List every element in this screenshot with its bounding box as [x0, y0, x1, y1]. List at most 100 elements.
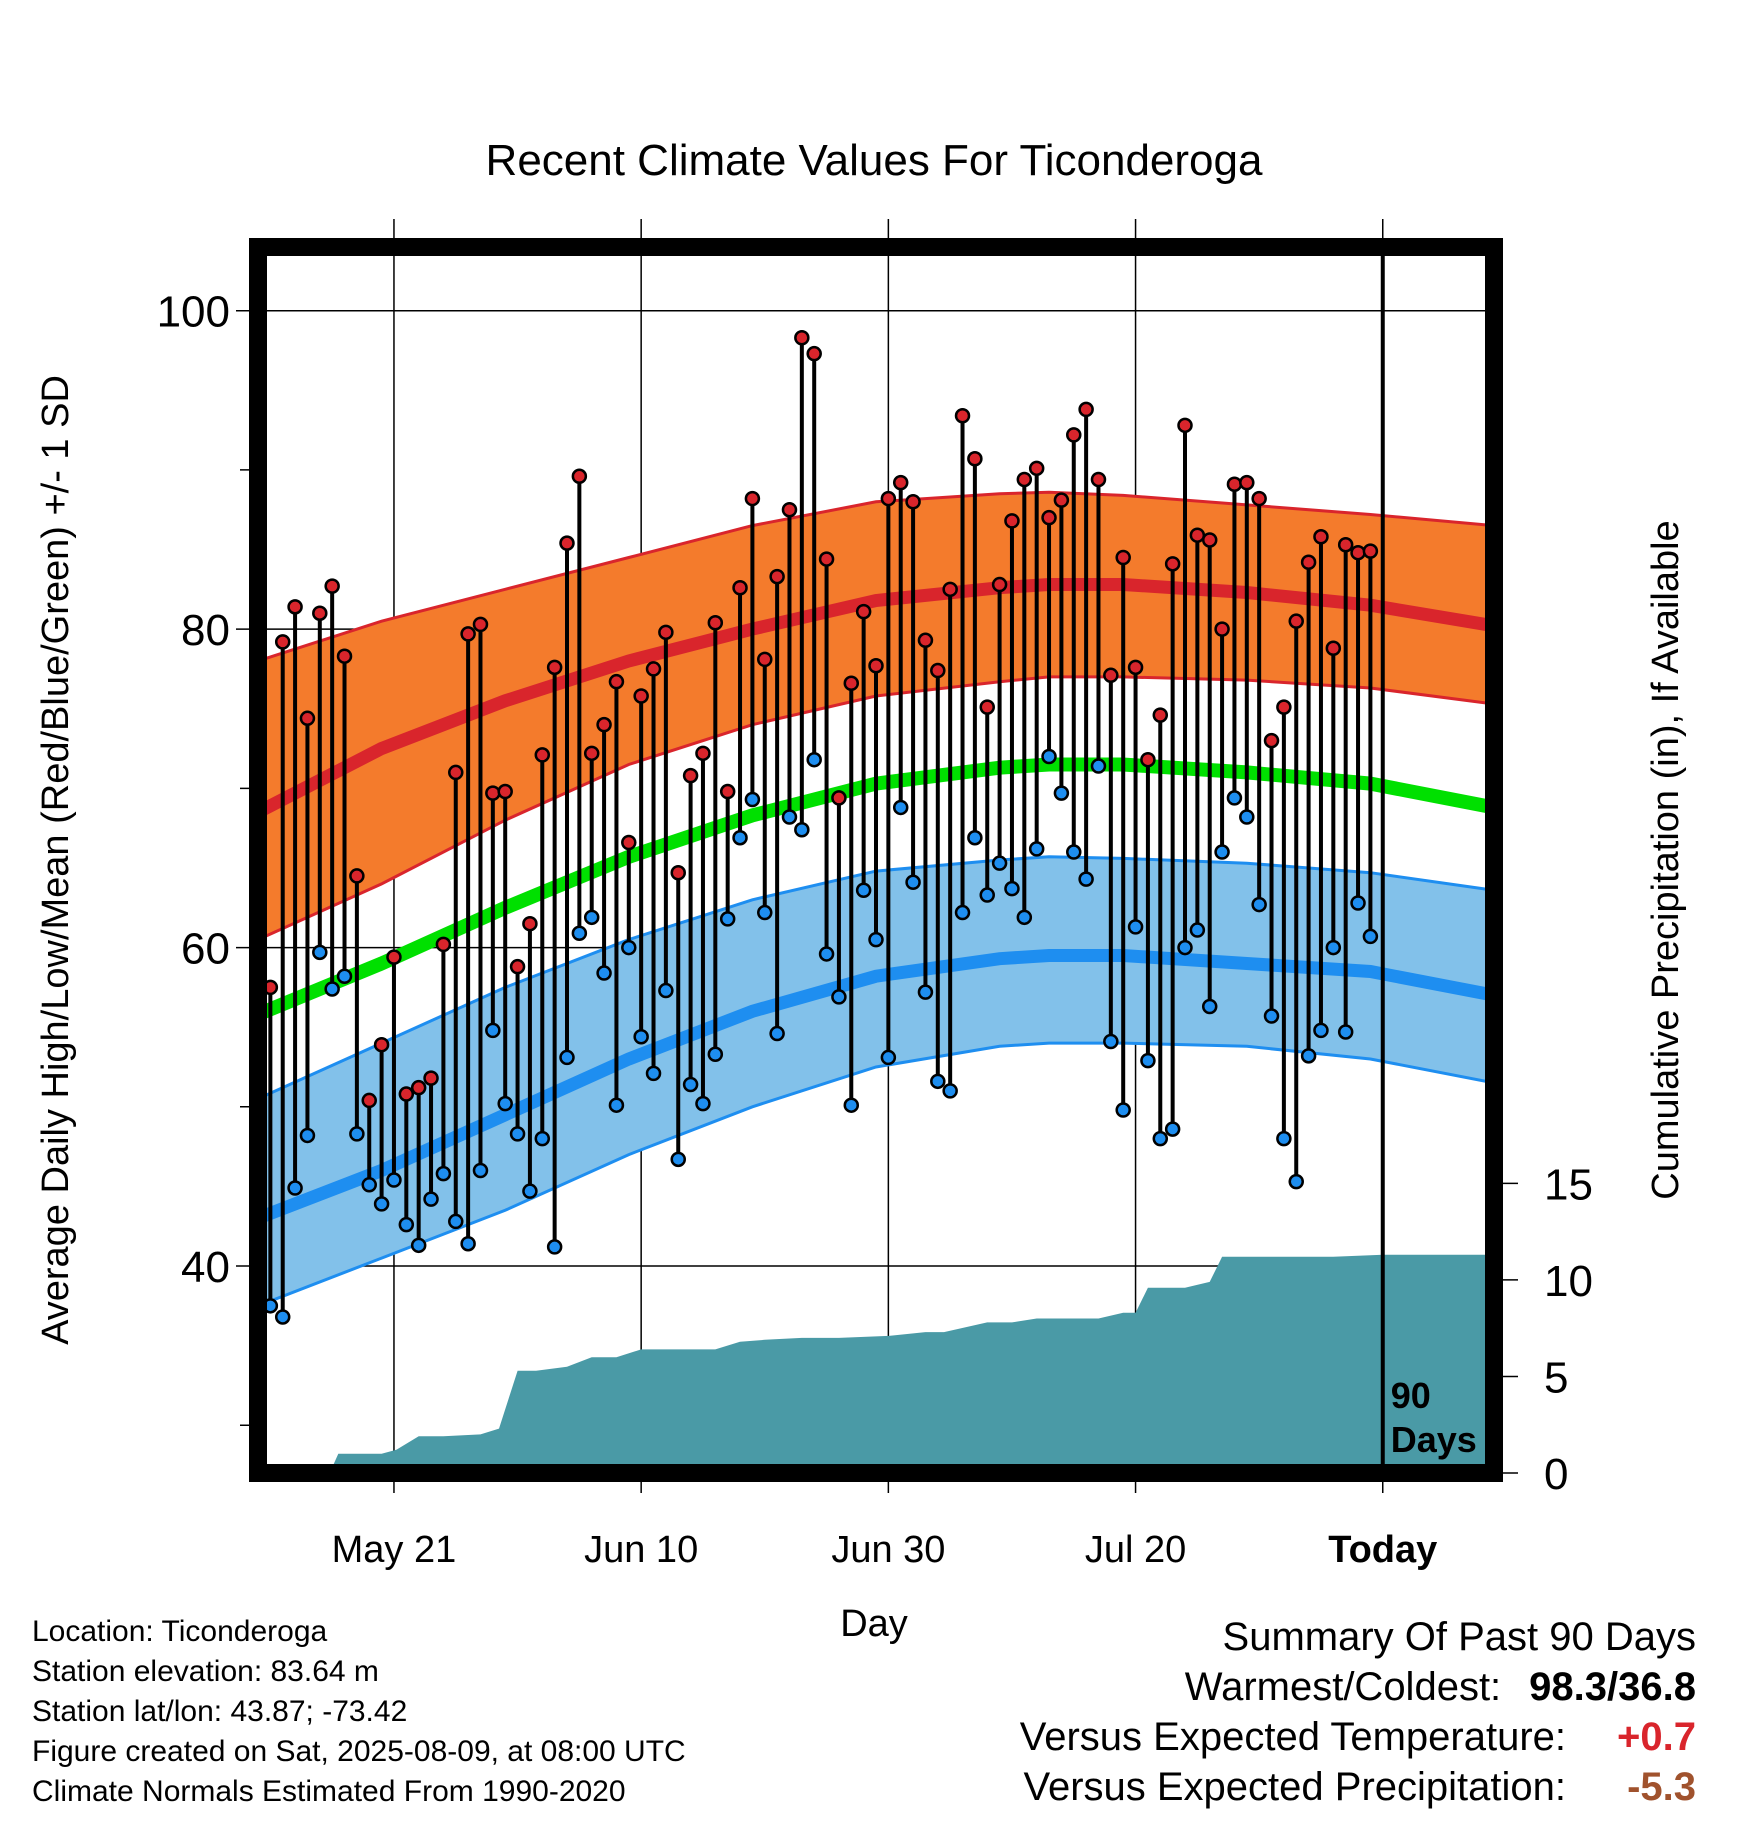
daily-high-point	[608, 673, 625, 690]
daily-high-point	[794, 330, 810, 346]
daily-high-point	[682, 767, 699, 784]
daily-high-point	[1127, 659, 1144, 676]
daily-high-point	[1300, 554, 1317, 571]
y-right-tick-label: 15	[1544, 1160, 1593, 1209]
x-tick-label: Jul 20	[1085, 1529, 1186, 1571]
daily-low-point	[645, 1065, 662, 1082]
daily-low-point	[1127, 919, 1144, 935]
y-right-tick-label: 10	[1544, 1257, 1593, 1306]
daily-low-point	[571, 925, 588, 941]
daily-high-point	[670, 864, 686, 881]
daily-low-point	[559, 1049, 575, 1066]
station-info: Location: Ticonderoga Station elevation:…	[32, 1612, 686, 1812]
daily-low-point	[880, 1049, 897, 1066]
daily-low-point	[1103, 1033, 1119, 1050]
daily-high-point	[757, 651, 773, 668]
daily-low-point	[349, 1126, 365, 1142]
high-normal-line	[258, 578, 1494, 818]
daily-low-point	[583, 909, 600, 926]
daily-high-point	[398, 1086, 415, 1102]
precipitation-area	[270, 1254, 1494, 1473]
daily-high-point	[806, 345, 822, 362]
daily-low-point	[485, 1022, 501, 1039]
daily-high-point	[868, 658, 884, 674]
daily-high-point	[905, 494, 921, 510]
daily-high-point	[1325, 640, 1342, 656]
temp-row: Versus Expected Temperature: +0.7	[1020, 1712, 1696, 1762]
daily-low-point	[1201, 998, 1218, 1015]
daily-low-point	[695, 1095, 711, 1112]
daily-low-point	[460, 1235, 476, 1252]
daily-high-point	[571, 468, 588, 485]
daily-low-point	[1251, 896, 1267, 913]
daily-low-point	[608, 1097, 625, 1113]
daily-high-point	[967, 451, 983, 467]
daily-low-point	[522, 1183, 538, 1199]
daily-low-point	[1115, 1102, 1131, 1118]
daily-low-point	[855, 882, 872, 899]
daily-high-point	[534, 747, 551, 763]
daily-low-point	[1177, 939, 1193, 956]
daily-low-point	[1300, 1048, 1317, 1064]
daily-low-point	[794, 821, 810, 838]
daily-high-point	[522, 915, 538, 932]
daily-low-point	[917, 984, 934, 1000]
precip-label: Versus Expected Precipitation:	[1023, 1765, 1566, 1809]
daily-low-point	[670, 1151, 686, 1168]
warm-cold-row: Warmest/Coldest: 98.3/36.8	[1020, 1662, 1696, 1712]
daily-low-point	[448, 1213, 464, 1230]
daily-high-point	[596, 716, 612, 733]
daily-high-point	[1028, 460, 1045, 477]
daily-low-point	[472, 1162, 489, 1179]
daily-low-point	[410, 1237, 427, 1254]
daily-low-point	[509, 1126, 526, 1142]
daily-low-point	[831, 989, 847, 1005]
precip-value: -5.3	[1627, 1765, 1696, 1809]
daily-low-point	[299, 1127, 316, 1144]
today-days-label: Days	[1391, 1419, 1477, 1460]
daily-high-point	[485, 785, 501, 801]
daily-high-point	[386, 949, 402, 965]
y-tick-label: 60	[181, 925, 230, 974]
x-tick-label: Jun 10	[584, 1529, 698, 1571]
daily-low-point	[769, 1025, 785, 1042]
daily-low-point	[373, 1196, 390, 1212]
daily-low-point	[1263, 1008, 1280, 1024]
daily-low-point	[1362, 928, 1379, 945]
x-tick-label: May 21	[332, 1529, 457, 1571]
daily-high-point	[1177, 417, 1193, 434]
daily-high-point	[448, 764, 464, 781]
daily-high-point	[460, 626, 476, 642]
daily-high-point	[1263, 732, 1280, 749]
y-tick-label: 40	[181, 1243, 230, 1292]
daily-high-point	[1164, 556, 1181, 572]
x-tick-label: Today	[1328, 1529, 1437, 1571]
daily-low-point	[868, 931, 884, 948]
daily-high-point	[658, 624, 674, 641]
daily-low-point	[991, 855, 1008, 871]
daily-low-point	[732, 829, 748, 846]
y-axis-right-label: Cumulative Precipitation (in), If Availa…	[1645, 520, 1687, 1199]
y-axis-label: Average Daily High/Low/Mean (Red/Blue/Gr…	[35, 375, 77, 1345]
daily-high-point	[855, 603, 872, 620]
daily-low-point	[905, 874, 921, 891]
location-line: Location: Ticonderoga	[32, 1615, 328, 1648]
x-tick-label: Jun 30	[831, 1529, 945, 1571]
daily-low-point	[287, 1180, 303, 1196]
axes: 40 60 80 100 0 5 10 15 May 21 Jun 10 Jun 30 Jul 20 T…	[157, 219, 1593, 1571]
x-axis-label: Day	[840, 1603, 908, 1645]
daily-low-point	[1350, 895, 1366, 911]
daily-low-point	[336, 968, 353, 984]
daily-low-point	[892, 799, 909, 816]
daily-high-point	[435, 936, 452, 953]
daily-high-point	[1251, 490, 1267, 507]
daily-low-point	[596, 965, 612, 981]
daily-high-point	[880, 490, 897, 507]
daily-high-point	[1337, 536, 1354, 553]
daily-low-point	[312, 944, 328, 961]
daily-low-point	[843, 1097, 860, 1113]
daily-high-point	[818, 551, 835, 567]
daily-high-point	[497, 783, 513, 800]
daily-high-point	[942, 581, 958, 598]
